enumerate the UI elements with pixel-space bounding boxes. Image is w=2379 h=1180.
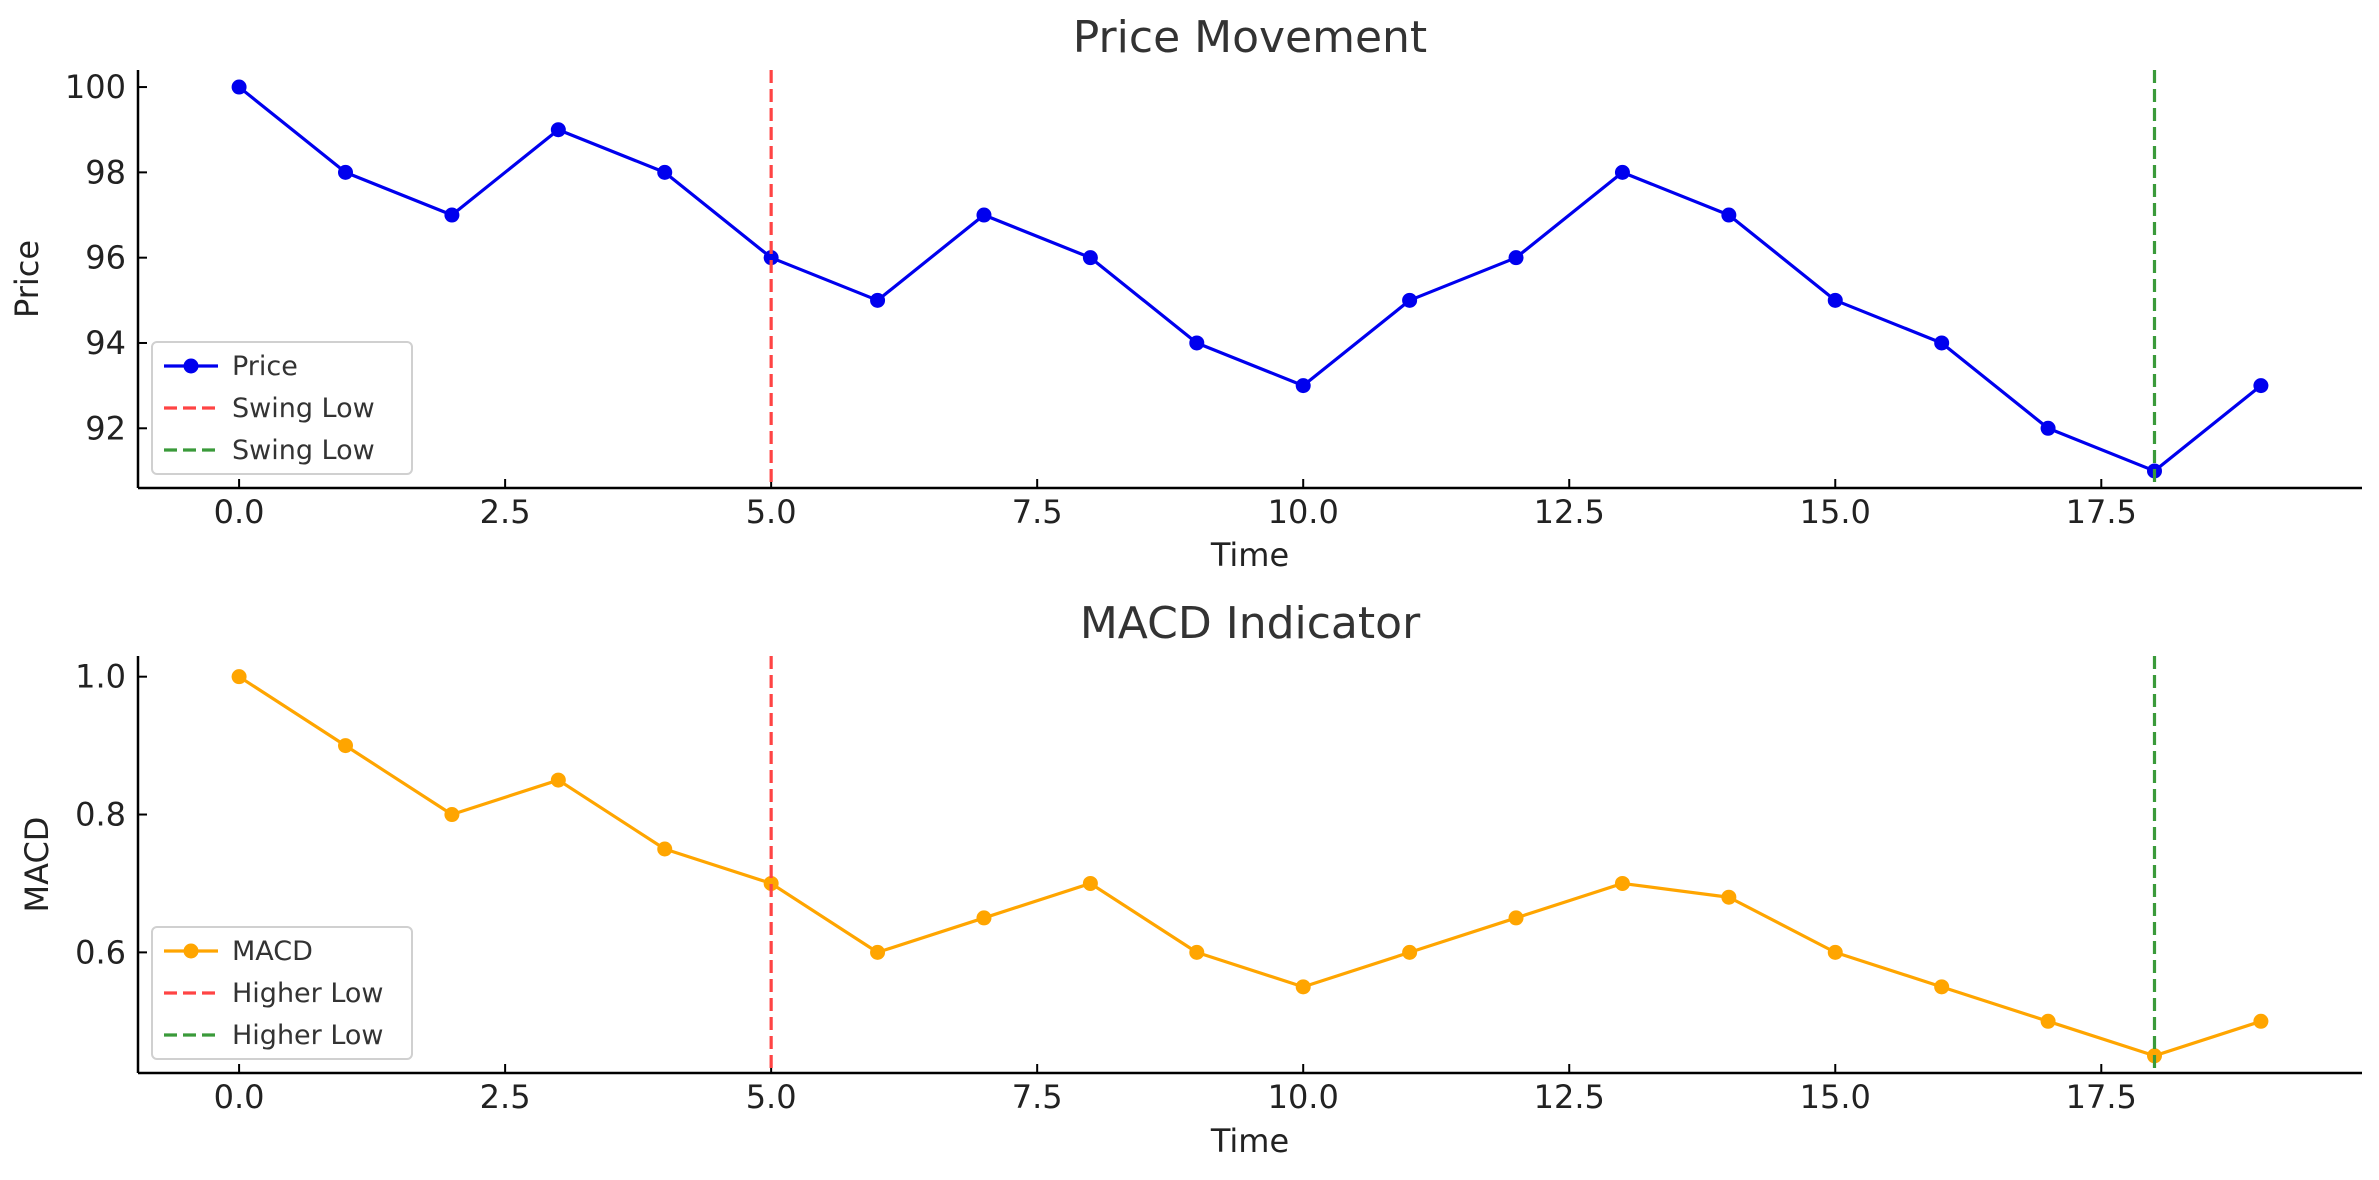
data-point bbox=[1508, 250, 1524, 266]
legend-label: Higher Low bbox=[232, 978, 384, 1009]
y-tick-label: 92 bbox=[85, 409, 126, 447]
data-point bbox=[870, 292, 886, 308]
chart-title: MACD Indicator bbox=[1080, 598, 1421, 649]
data-point bbox=[1721, 207, 1737, 223]
legend-label: MACD bbox=[232, 936, 313, 967]
x-tick-label: 17.5 bbox=[2066, 493, 2137, 531]
x-tick-label: 12.5 bbox=[1534, 1078, 1605, 1116]
data-point bbox=[657, 841, 673, 857]
legend-label: Swing Low bbox=[232, 435, 375, 466]
y-tick-label: 96 bbox=[85, 239, 126, 277]
x-tick-label: 2.5 bbox=[480, 493, 531, 531]
data-point bbox=[1402, 292, 1418, 308]
x-axis-label: Time bbox=[1210, 536, 1289, 574]
data-point bbox=[1295, 378, 1311, 394]
data-point bbox=[444, 807, 460, 823]
x-tick-label: 7.5 bbox=[1012, 1078, 1063, 1116]
data-point bbox=[1508, 910, 1524, 926]
data-point bbox=[338, 738, 354, 754]
x-tick-label: 0.0 bbox=[214, 1078, 265, 1116]
data-point bbox=[657, 164, 673, 180]
data-point bbox=[1614, 164, 1630, 180]
data-point bbox=[444, 207, 460, 223]
data-point bbox=[2253, 378, 2269, 394]
chart-panel-2: MACD Indicator 0.0 2.5 5.0 7.5 10.0 12.5 15.0 17… bbox=[18, 598, 2362, 1160]
data-point bbox=[1934, 979, 1950, 995]
series-line bbox=[238, 85, 2262, 473]
x-axis-label: Time bbox=[1210, 1122, 1289, 1160]
y-tick-label: 0.8 bbox=[75, 796, 126, 834]
x-tick-label: 0.0 bbox=[214, 493, 265, 531]
data-point bbox=[1614, 875, 1630, 891]
data-point bbox=[1402, 944, 1418, 960]
data-point bbox=[1827, 292, 1843, 308]
data-point bbox=[1721, 889, 1737, 905]
data-point bbox=[976, 910, 992, 926]
data-point bbox=[550, 772, 566, 788]
chart-panel-1: Price Movement 0.0 2.5 5.0 7.5 10.0 12.5 15.0 17… bbox=[8, 12, 2362, 574]
x-tick-label: 15.0 bbox=[1800, 1078, 1871, 1116]
x-tick-label: 10.0 bbox=[1268, 493, 1339, 531]
data-point bbox=[2253, 1013, 2269, 1029]
y-tick-label: 100 bbox=[65, 68, 126, 106]
x-tick-label: 7.5 bbox=[1012, 493, 1063, 531]
data-point bbox=[231, 79, 247, 95]
data-point bbox=[763, 875, 779, 891]
y-tick-label: 94 bbox=[85, 324, 126, 362]
data-point bbox=[1189, 335, 1205, 351]
legend-label: Higher Low bbox=[232, 1020, 384, 1051]
legend: Price Swing Low Swing Low bbox=[151, 341, 413, 475]
y-tick-label: 1.0 bbox=[75, 658, 126, 696]
legend-label: Price bbox=[232, 351, 298, 382]
x-tick-label: 12.5 bbox=[1534, 493, 1605, 531]
data-point bbox=[550, 122, 566, 138]
x-tick-label: 10.0 bbox=[1268, 1078, 1339, 1116]
x-tick-label: 5.0 bbox=[746, 493, 797, 531]
legend-box bbox=[151, 341, 413, 475]
x-tick-label: 17.5 bbox=[2066, 1078, 2137, 1116]
data-point bbox=[1082, 250, 1098, 266]
legend-marker bbox=[183, 358, 199, 374]
data-point bbox=[976, 207, 992, 223]
legend-label: Swing Low bbox=[232, 393, 375, 424]
data-point bbox=[2040, 1013, 2056, 1029]
data-point bbox=[1934, 335, 1950, 351]
x-tick-label: 2.5 bbox=[480, 1078, 531, 1116]
y-axis-label: MACD bbox=[18, 817, 56, 913]
legend-box bbox=[151, 926, 413, 1060]
data-point bbox=[231, 669, 247, 685]
y-tick-label: 98 bbox=[85, 153, 126, 191]
data-point bbox=[1827, 944, 1843, 960]
y-axis-label: Price bbox=[8, 240, 46, 318]
data-point bbox=[763, 250, 779, 266]
data-point bbox=[1295, 979, 1311, 995]
data-point bbox=[338, 164, 354, 180]
data-point bbox=[1189, 944, 1205, 960]
series-line bbox=[238, 675, 2262, 1058]
y-tick-label: 0.6 bbox=[75, 933, 126, 971]
x-tick-label: 5.0 bbox=[746, 1078, 797, 1116]
x-tick-label: 15.0 bbox=[1800, 493, 1871, 531]
data-point bbox=[1082, 875, 1098, 891]
data-point bbox=[870, 944, 886, 960]
legend: MACD Higher Low Higher Low bbox=[151, 926, 413, 1060]
legend-marker bbox=[183, 943, 199, 959]
chart-title: Price Movement bbox=[1073, 12, 1427, 63]
data-point bbox=[2040, 420, 2056, 436]
